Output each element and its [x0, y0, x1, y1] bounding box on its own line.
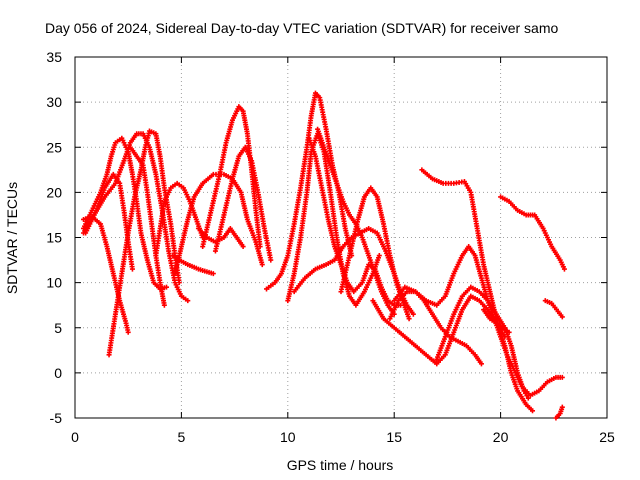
data-point-marker — [525, 395, 531, 401]
series-arc-17 — [315, 126, 397, 317]
series-arc-22 — [419, 167, 536, 414]
series-arc-05 — [81, 214, 131, 335]
data-point-marker — [478, 361, 484, 367]
y-tick-label: 25 — [46, 139, 62, 155]
x-tick-label: 25 — [599, 429, 615, 445]
data-point-marker — [530, 408, 536, 414]
series-arc-08 — [172, 171, 265, 277]
data-point-marker — [176, 280, 182, 286]
series-arc-13 — [264, 90, 355, 292]
x-tick-label: 20 — [493, 429, 509, 445]
y-tick-label: -5 — [50, 410, 63, 426]
x-tick-label: 5 — [178, 429, 186, 445]
series-arc-19 — [370, 293, 508, 367]
data-point-marker — [161, 302, 167, 308]
data-point-marker — [561, 266, 567, 272]
x-axis-label: GPS time / hours — [287, 457, 394, 473]
x-tick-label: 15 — [386, 429, 402, 445]
grid-lines — [75, 57, 607, 418]
data-point-marker — [259, 262, 265, 268]
series-arc-27 — [553, 404, 565, 421]
y-tick-label: 5 — [54, 320, 62, 336]
series-arc-26 — [542, 298, 565, 320]
series-arc-12 — [195, 225, 246, 250]
data-point-marker — [257, 244, 263, 250]
data-point-marker — [240, 244, 246, 250]
chart-title: Day 056 of 2024, Sidereal Day-to-day VTE… — [45, 20, 558, 36]
series-arc-07 — [153, 180, 206, 259]
data-point-marker — [129, 266, 135, 272]
data-point-marker — [559, 404, 565, 410]
series-arc-09 — [170, 253, 216, 277]
data-point-marker — [506, 329, 512, 335]
x-tick-label: 0 — [71, 429, 79, 445]
y-tick-label: 20 — [46, 184, 62, 200]
y-tick-label: 0 — [54, 365, 62, 381]
y-tick-label: 10 — [46, 275, 62, 291]
data-point-marker — [125, 329, 131, 335]
series-arc-24 — [481, 307, 512, 335]
data-layer — [81, 90, 567, 421]
series-arc-11 — [212, 144, 274, 263]
y-tick-label: 15 — [46, 230, 62, 246]
data-point-marker — [185, 298, 191, 304]
data-point-marker — [210, 271, 216, 277]
data-point-marker — [559, 314, 565, 320]
data-point-marker — [410, 311, 416, 317]
y-tick-label: 35 — [46, 49, 62, 65]
y-tick-label: 30 — [46, 94, 62, 110]
series-arc-10 — [200, 104, 263, 250]
data-point-marker — [268, 257, 274, 263]
data-point-marker — [559, 374, 565, 380]
y-axis-label: SDTVAR / TECUs — [4, 182, 20, 294]
data-point-marker — [164, 284, 170, 290]
x-tick-label: 10 — [280, 429, 296, 445]
data-point-marker — [376, 253, 382, 259]
axis-ticks: 0 5 10 15 20 25 -5 0 5 10 15 20 25 30 35 — [46, 49, 615, 445]
series-arc-20 — [387, 289, 484, 367]
data-point-marker — [406, 316, 412, 322]
series-arc-21 — [391, 244, 565, 398]
series-arc-25 — [498, 194, 567, 272]
